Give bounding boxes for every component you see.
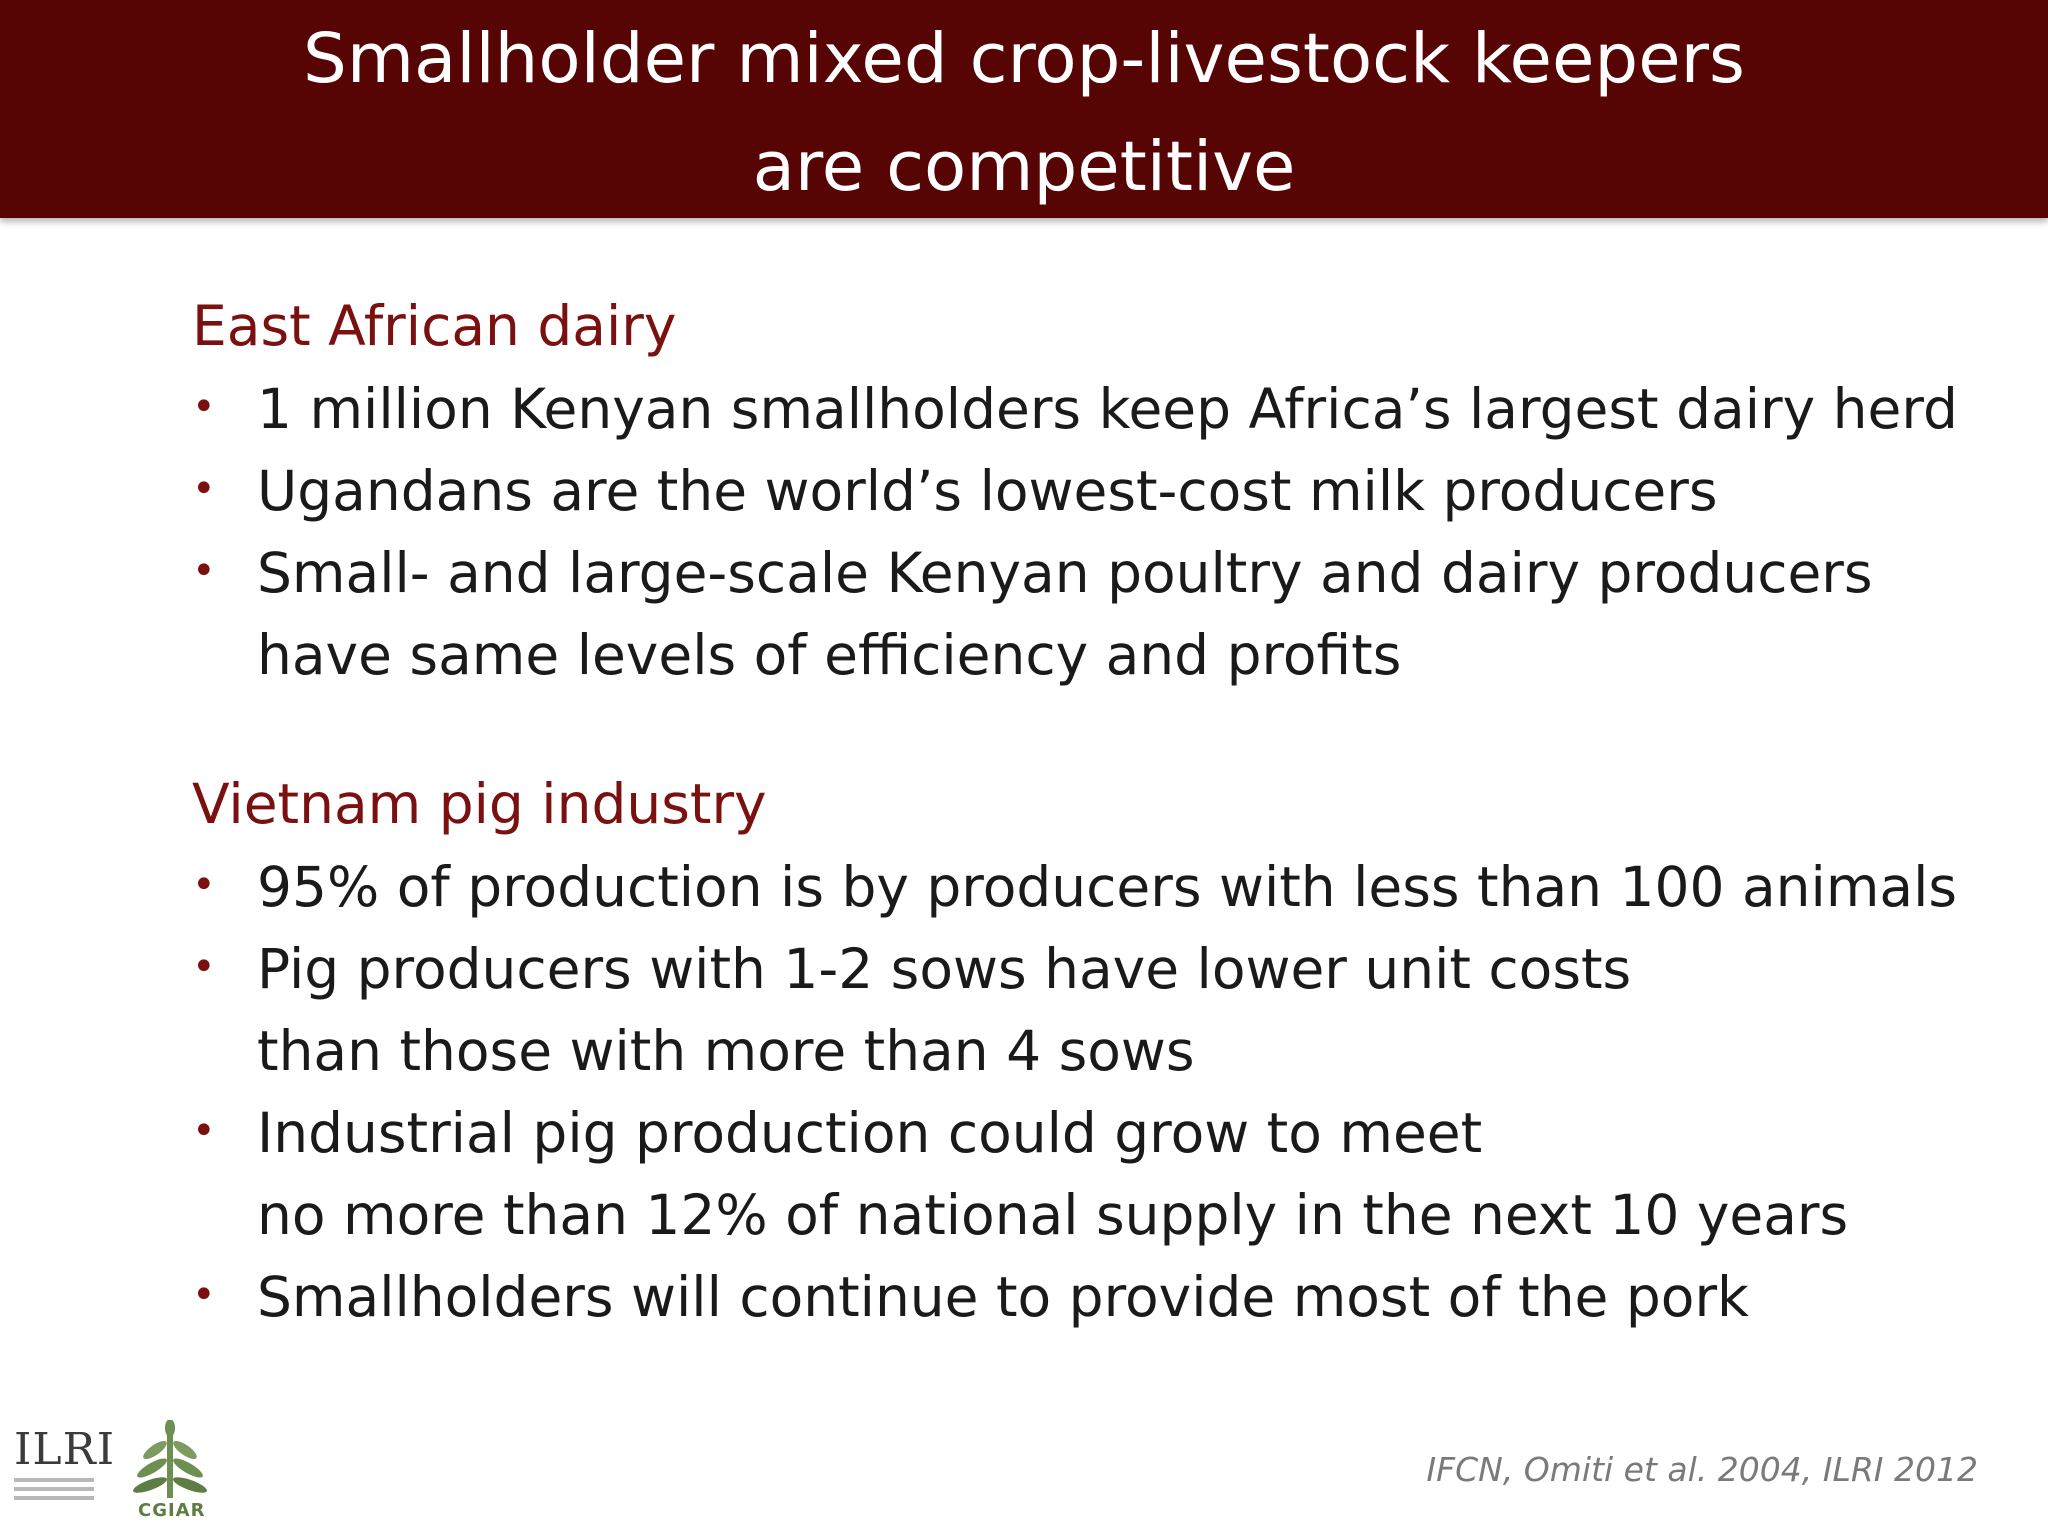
bullet-industrial-pig-line2: no more than 12% of national supply in t… xyxy=(257,1183,1849,1247)
ilri-logo-text: ILRI xyxy=(14,1424,116,1475)
bullet-marker: • xyxy=(192,1108,216,1154)
cgiar-plant-icon xyxy=(132,1419,208,1498)
bullet-marker: • xyxy=(192,862,216,908)
bullet-pig-producers-sows-line1: Pig producers with 1-2 sows have lower u… xyxy=(257,937,1632,1001)
cgiar-logo-text: CGIAR xyxy=(138,1500,206,1521)
bullet-pig-producers-sows-line2: than those with more than 4 sows xyxy=(257,1019,1195,1083)
ilri-logo-tagline-lines xyxy=(14,1478,104,1500)
bullet-marker: • xyxy=(192,466,216,512)
bullet-marker: • xyxy=(192,1272,216,1318)
section-heading-vietnam-pig-industry: Vietnam pig industry xyxy=(192,772,767,836)
section-heading-east-african-dairy: East African dairy xyxy=(192,294,677,358)
bullet-kenyan-smallholders: 1 million Kenyan smallholders keep Afric… xyxy=(257,377,1958,441)
ilri-logo: ILRI xyxy=(14,1424,116,1518)
bullet-95-percent-production: 95% of production is by producers with l… xyxy=(257,855,1958,919)
bullet-industrial-pig-line1: Industrial pig production could grow to … xyxy=(257,1101,1483,1165)
bullet-kenyan-poultry-dairy-line1: Small- and large-scale Kenyan poultry an… xyxy=(257,541,1873,605)
source-citation: IFCN, Omiti et al. 2004, ILRI 2012 xyxy=(1426,1450,1978,1489)
bullet-marker: • xyxy=(192,944,216,990)
bullet-marker: • xyxy=(192,384,216,430)
title-bar: Smallholder mixed crop-livestock keepers… xyxy=(0,0,2048,218)
slide-title-line-2: are competitive xyxy=(752,127,1296,207)
bullet-smallholders-pork: Smallholders will continue to provide mo… xyxy=(257,1265,1749,1329)
bullet-marker: • xyxy=(192,548,216,594)
bullet-kenyan-poultry-dairy-line2: have same levels of efficiency and profi… xyxy=(257,623,1402,687)
slide-title-line-1: Smallholder mixed crop-livestock keepers xyxy=(303,19,1745,99)
cgiar-logo: CGIAR xyxy=(130,1419,210,1521)
bullet-ugandans-low-cost: Ugandans are the world’s lowest-cost mil… xyxy=(257,459,1718,523)
